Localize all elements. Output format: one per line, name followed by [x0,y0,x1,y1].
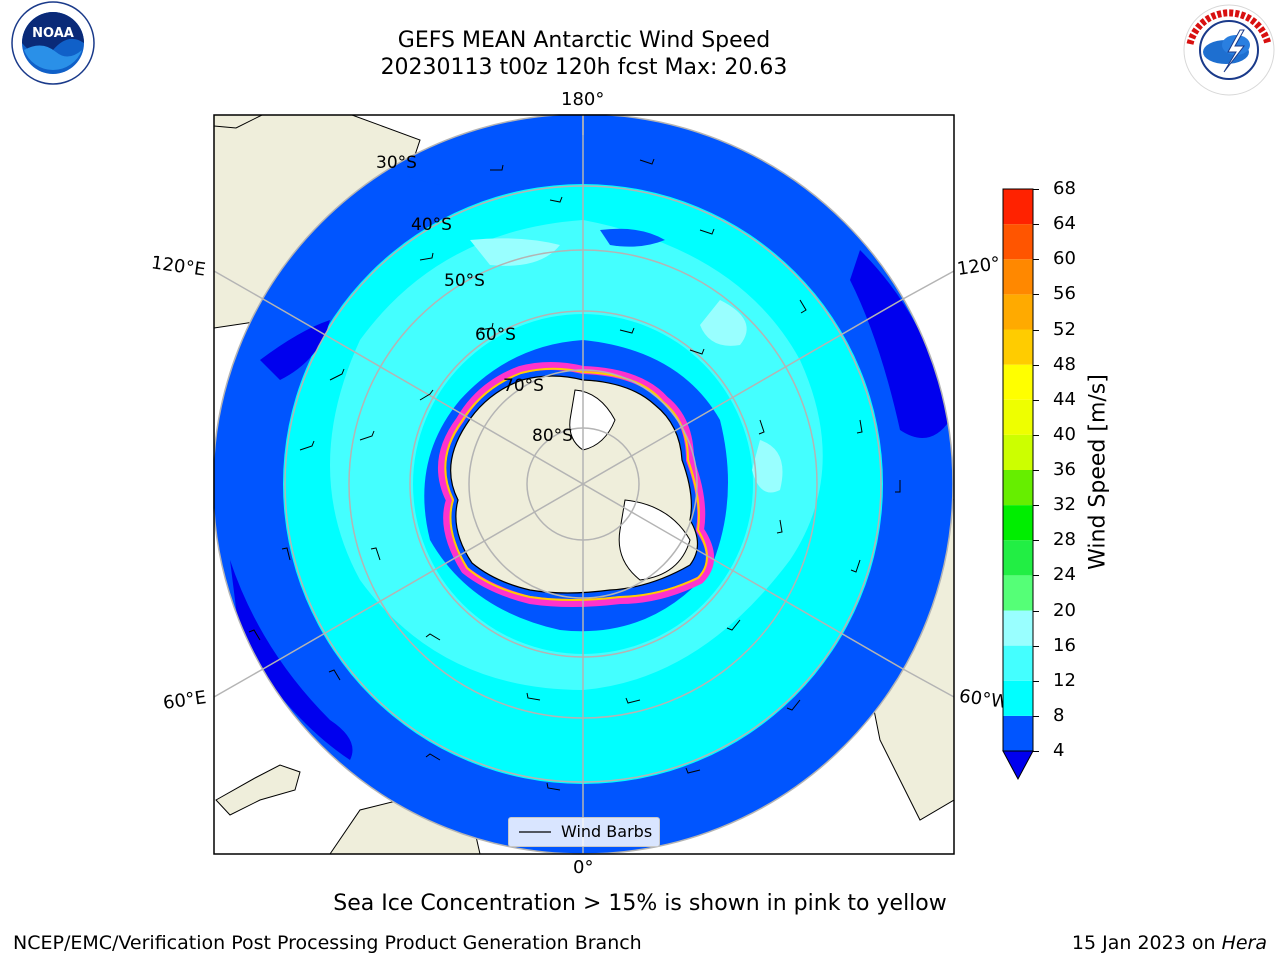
chart-title-line2: 20230113 t00z 120h fcst Max: 20.63 [380,55,788,80]
colorbar-tick-label: 4 [1053,740,1065,761]
colorbar-band [1003,189,1033,225]
footer-machine: Hera [1221,932,1267,954]
lon-label-120w: 120° [955,253,1002,280]
colorbar-band [1003,645,1033,681]
colorbar-tick-label: 32 [1053,494,1076,516]
lat-label-50: 50°S [444,271,485,291]
colorbar-band [1003,575,1033,611]
lon-label-60e: 60°E [161,687,208,714]
lon-label-180: 180° [561,89,605,110]
noaa-logo-text: NOAA [32,26,74,41]
lat-label-40: 40°S [411,215,452,235]
colorbar-tick-label: 64 [1053,213,1076,235]
colorbar-band [1003,715,1033,751]
colorbar-band [1003,329,1033,365]
colorbar-tick-label: 8 [1053,704,1065,726]
colorbar-bands [1002,188,1034,781]
colorbar-tick-label: 36 [1053,459,1076,480]
colorbar-tick-mark [1033,610,1039,612]
colorbar-tick-mark [1033,224,1039,226]
colorbar-tick-mark [1033,259,1039,261]
colorbar-tick-label: 48 [1053,353,1076,375]
colorbar-tick-mark [1033,751,1039,752]
lat-label-80: 80°S [532,426,573,446]
noaa-logo: NOAA [2,0,104,86]
lon-label-120e: 120°E [149,252,207,281]
colorbar-tick-label: 24 [1053,564,1076,586]
colorbar-band [1003,224,1033,260]
colorbar-band [1003,434,1033,470]
colorbar-tick-mark [1033,470,1039,471]
colorbar-tick-mark [1033,329,1039,331]
colorbar-tick-mark [1033,189,1039,190]
colorbar-tick-mark [1033,540,1039,542]
chart-title-line1: GEFS MEAN Antarctic Wind Speed [397,28,771,53]
colorbar-tick-mark [1033,434,1039,436]
antarctica-ice-edge [438,362,714,607]
lat-label-70: 70°S [503,376,544,396]
polar-map: 30°S 40°S 50°S 60°S 70°S 80°S [212,113,955,855]
colorbar-extend-triangle [1002,750,1034,781]
sea-ice-caption: Sea Ice Concentration > 15% is shown in … [333,891,947,916]
colorbar-tick-mark [1033,575,1039,577]
colorbar-tick-label: 44 [1053,388,1076,410]
ross-ice-shelf [569,389,616,451]
madagascar-land [215,764,301,816]
colorbar-tick-mark [1033,645,1039,647]
colorbar-band [1003,505,1033,541]
colorbar-tick-label: 60 [1053,248,1076,270]
legend-label: Wind Barbs [561,822,653,841]
wind-barbs [248,158,901,791]
colorbar-label: Wind Speed [m/s] [1085,374,1111,570]
colorbar-tick-mark [1033,364,1039,366]
colorbar-tick-label: 28 [1053,529,1076,551]
colorbar-tick-label: 20 [1053,599,1076,621]
map-frame: 30°S 40°S 50°S 60°S 70°S 80°S [212,113,955,855]
colorbar-tick-label: 52 [1053,318,1076,340]
antarctica-ice-edge-inner [444,367,708,601]
colorbar-band [1003,294,1033,330]
nws-logo [1178,0,1280,100]
colorbar-tick-mark [1033,715,1039,717]
colorbar-tick-mark [1033,505,1039,507]
footer-date: 15 Jan 2023 on Hera [1072,932,1267,954]
colorbar-tick-label: 40 [1053,423,1076,445]
lon-label-0: 0° [573,857,594,878]
colorbar-band [1003,540,1033,576]
lat-label-30: 30°S [376,153,417,173]
wind-barbs-legend: Wind Barbs [508,817,660,847]
colorbar-tick-mark [1033,399,1039,401]
colorbar-tick-label: 12 [1053,669,1076,691]
colorbar-tick-mark [1033,680,1039,682]
colorbar-band [1003,470,1033,506]
ronne-ice-shelf [618,499,691,581]
colorbar-band [1003,259,1033,295]
colorbar-tick-mark [1033,294,1039,296]
east-africa-land [214,115,263,129]
colorbar [1002,187,1036,783]
footer-date-text: 15 Jan 2023 on [1071,932,1216,954]
colorbar-band [1003,680,1033,716]
colorbar-band [1003,364,1033,400]
colorbar-band [1003,399,1033,435]
lat-label-60: 60°S [475,325,516,345]
colorbar-tick-label: 16 [1053,634,1076,656]
colorbar-tick-label: 56 [1053,283,1076,305]
colorbar-tick-label: 68 [1053,178,1076,199]
colorbar-band [1003,610,1033,646]
footer-credit: NCEP/EMC/Verification Post Processing Pr… [13,932,642,954]
